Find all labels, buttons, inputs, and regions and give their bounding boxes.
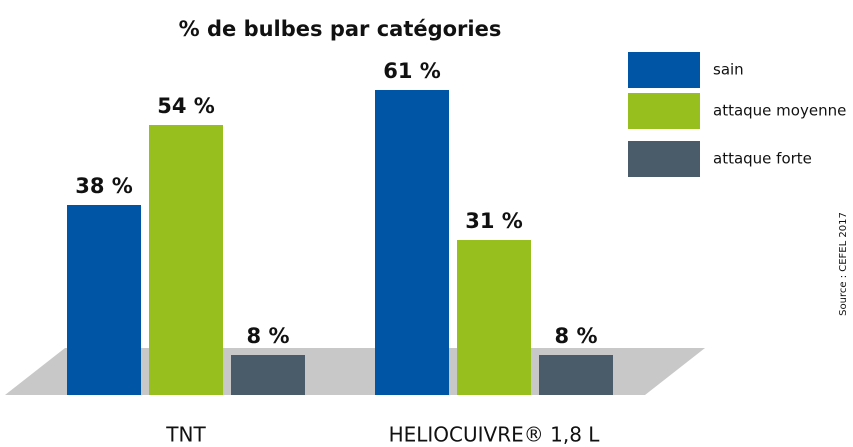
data-label: 8 % [555, 324, 598, 348]
legend-label: attaque forte [713, 150, 812, 168]
bar [231, 355, 305, 395]
legend-swatch [628, 141, 700, 177]
bar [375, 90, 449, 395]
bar [539, 355, 613, 395]
x-tick-label: HELIOCUIVRE® 1,8 L [389, 423, 601, 447]
legend-label: sain [713, 61, 744, 79]
data-label: 31 % [465, 209, 523, 233]
legend-label: attaque moyenne [713, 102, 846, 120]
bar [457, 240, 531, 395]
source-note: Source : CEFEL 2017 [838, 212, 849, 316]
chart-title: % de bulbes par catégories [179, 17, 502, 41]
bar [67, 205, 141, 395]
data-label: 61 % [383, 59, 441, 83]
bar [149, 125, 223, 395]
legend-swatch [628, 52, 700, 88]
x-tick-label: TNT [165, 423, 206, 447]
data-label: 8 % [247, 324, 290, 348]
data-label: 38 % [75, 174, 133, 198]
data-label: 54 % [157, 94, 215, 118]
legend-swatch [628, 93, 700, 129]
